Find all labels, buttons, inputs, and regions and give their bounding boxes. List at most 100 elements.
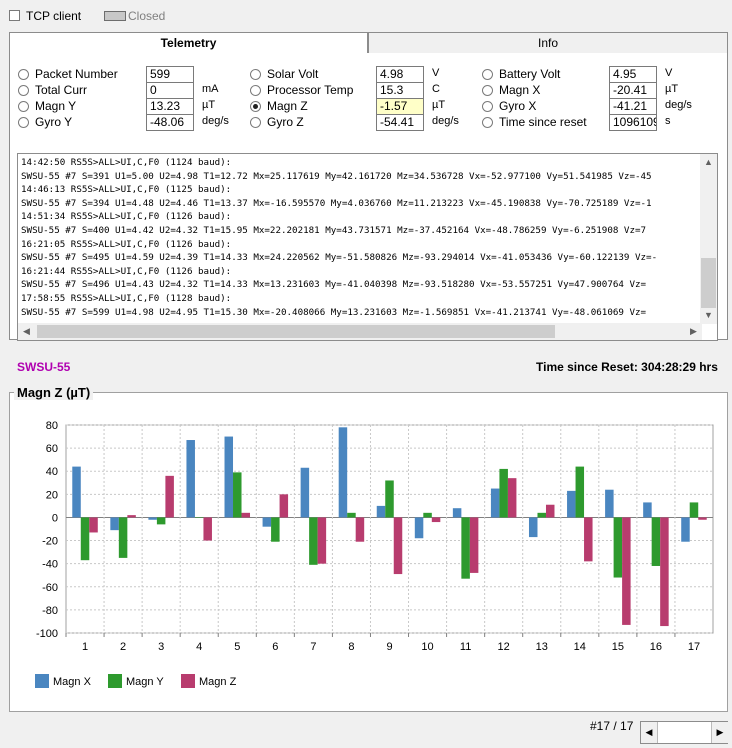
scroll-up-icon[interactable]: ▲ xyxy=(704,157,713,167)
bar-magn-x xyxy=(148,517,157,520)
x-tick-label: 2 xyxy=(120,641,126,653)
field-radio[interactable] xyxy=(482,69,493,80)
log-vertical-scrollbar[interactable]: ▲ ▼ xyxy=(700,154,717,324)
bar-magn-y xyxy=(423,512,432,518)
bar-magn-z xyxy=(660,517,669,627)
bar-magn-x xyxy=(414,517,424,539)
field-radio[interactable] xyxy=(482,117,493,128)
log-line: 16:21:05 RS5S>ALL>UI,C,F0 (1126 baud): xyxy=(21,238,232,250)
log-vertical-thumb[interactable] xyxy=(701,258,716,308)
x-tick-label: 11 xyxy=(460,641,471,653)
bar-magn-z xyxy=(469,517,479,573)
x-tick-label: 13 xyxy=(536,641,548,653)
field-value[interactable]: 599 xyxy=(146,66,194,83)
previous-page-icon[interactable]: ◀ xyxy=(641,722,658,743)
log-line: 14:51:34 RS5S>ALL>UI,C,F0 (1126 baud): xyxy=(21,211,232,223)
field-radio[interactable] xyxy=(18,117,29,128)
y-tick-label: -40 xyxy=(42,559,58,571)
legend-label: Magn Y xyxy=(126,676,164,688)
connection-status-label: Closed xyxy=(128,9,166,23)
next-page-icon[interactable]: ▶ xyxy=(711,722,728,743)
page-spinner[interactable]: ◀ ▶ xyxy=(640,721,728,744)
field-radio[interactable] xyxy=(18,85,29,96)
log-line: 16:21:44 RS5S>ALL>UI,C,F0 (1126 baud): xyxy=(21,265,232,277)
field-value[interactable]: -20.41 xyxy=(609,82,657,99)
bar-magn-x xyxy=(262,517,272,527)
field-unit: deg/s xyxy=(665,99,692,111)
tab-info[interactable]: Info xyxy=(368,32,728,54)
tcp-client-checkbox[interactable] xyxy=(9,10,20,21)
bar-magn-y xyxy=(689,502,699,518)
field-radio[interactable] xyxy=(482,101,493,112)
log-horizontal-scrollbar[interactable]: ◀ ▶ xyxy=(18,323,702,340)
bar-magn-y xyxy=(347,512,356,518)
field-radio[interactable] xyxy=(482,85,493,96)
field-radio[interactable] xyxy=(250,69,261,80)
field-value[interactable]: -41.21 xyxy=(609,98,657,115)
bar-magn-z xyxy=(431,517,441,523)
bar-magn-y xyxy=(575,466,585,518)
field-unit: µT xyxy=(202,99,216,111)
log-line: SWSU-55 #7 S=495 U1=4.59 U2=4.39 T1=14.3… xyxy=(21,252,658,264)
legend-label: Magn Z xyxy=(199,676,237,688)
bar-magn-y xyxy=(271,517,280,542)
field-unit: deg/s xyxy=(202,115,229,127)
field-radio[interactable] xyxy=(250,85,261,96)
field-value[interactable]: 4.95 xyxy=(609,66,657,83)
log-line: 17:58:55 RS5S>ALL>UI,C,F0 (1128 baud): xyxy=(21,292,232,304)
log-line: SWSU-55 #7 S=400 U1=4.42 U2=4.32 T1=15.9… xyxy=(21,224,647,236)
legend-swatch xyxy=(181,674,195,688)
field-label: Battery Volt xyxy=(499,67,561,81)
log-line: 14:42:50 RS5S>ALL>UI,C,F0 (1124 baud): xyxy=(21,157,232,168)
bar-magn-x xyxy=(110,517,119,531)
field-value[interactable]: -54.41 xyxy=(376,114,424,131)
x-tick-label: 17 xyxy=(688,641,700,653)
field-radio[interactable] xyxy=(250,117,261,128)
bar-magn-x xyxy=(338,427,348,518)
log-horizontal-thumb[interactable] xyxy=(37,325,555,338)
scroll-right-icon[interactable]: ▶ xyxy=(690,326,697,336)
y-tick-label: 80 xyxy=(46,420,58,432)
bar-magn-z xyxy=(507,478,517,518)
bar-magn-z xyxy=(279,494,289,518)
time-since-reset-label: Time since Reset: xyxy=(536,360,638,374)
field-label: Total Curr xyxy=(35,83,88,97)
scroll-down-icon[interactable]: ▼ xyxy=(704,310,713,320)
tcp-client-label: TCP client xyxy=(26,9,82,23)
scroll-left-icon[interactable]: ◀ xyxy=(23,326,30,336)
field-unit: V xyxy=(665,67,673,79)
field-value[interactable]: 15.3 xyxy=(376,82,424,99)
field-radio[interactable] xyxy=(18,101,29,112)
field-value[interactable]: -1.57 xyxy=(376,98,424,115)
x-tick-label: 4 xyxy=(196,641,202,653)
field-label: Gyro Y xyxy=(35,115,73,129)
x-tick-label: 6 xyxy=(272,641,278,653)
field-radio[interactable] xyxy=(18,69,29,80)
field-radio[interactable] xyxy=(250,101,261,112)
log-line: SWSU-55 #7 S=599 U1=4.98 U2=4.95 T1=15.3… xyxy=(21,306,647,318)
bar-magn-x xyxy=(681,517,690,542)
bar-magn-z xyxy=(89,517,98,533)
bar-magn-y xyxy=(80,517,90,561)
bar-magn-x xyxy=(490,488,500,518)
x-tick-label: 7 xyxy=(310,641,316,653)
bar-magn-z xyxy=(355,517,365,542)
tab-telemetry[interactable]: Telemetry xyxy=(9,32,368,55)
field-value[interactable]: 0 xyxy=(146,82,194,99)
bar-magn-y xyxy=(651,517,661,566)
field-value[interactable]: 1096109 xyxy=(609,114,657,131)
page-indicator: #17 / 17 xyxy=(590,719,634,733)
time-since-reset: Time since Reset: 304:28:29 hrs xyxy=(536,360,718,374)
log-line: SWSU-55 #7 S=391 U1=5.00 U2=4.98 T1=12.7… xyxy=(21,170,652,182)
field-value[interactable]: 13.23 xyxy=(146,98,194,115)
x-tick-label: 15 xyxy=(612,641,624,653)
field-value[interactable]: -48.06 xyxy=(146,114,194,131)
field-value[interactable]: 4.98 xyxy=(376,66,424,83)
log-line: 14:46:13 RS5S>ALL>UI,C,F0 (1125 baud): xyxy=(21,184,232,196)
field-label: Packet Number xyxy=(35,67,118,81)
bar-magn-y xyxy=(309,517,318,565)
bar-magn-z xyxy=(127,515,136,518)
bar-magn-z xyxy=(393,517,403,575)
bar-magn-x xyxy=(605,489,614,518)
y-tick-label: -80 xyxy=(42,605,58,617)
